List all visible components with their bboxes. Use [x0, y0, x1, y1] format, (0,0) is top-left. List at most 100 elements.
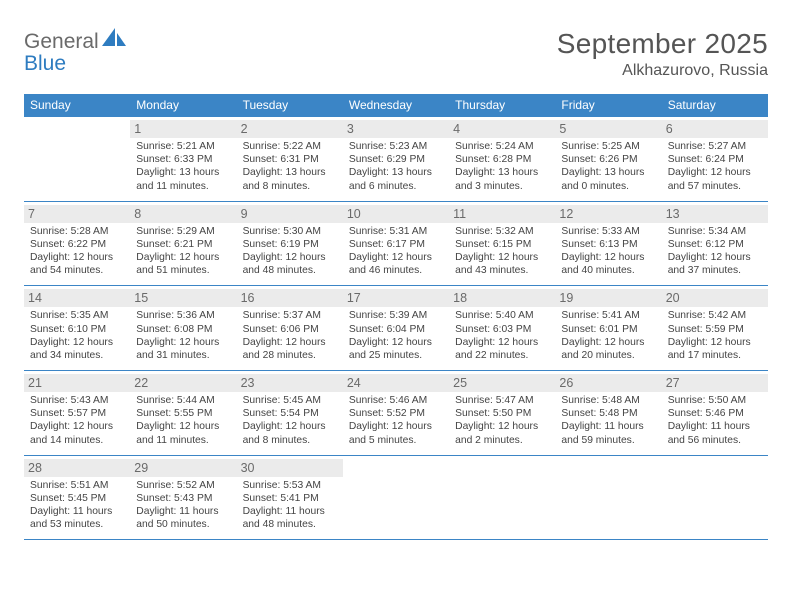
day-details: Sunrise: 5:25 AMSunset: 6:26 PMDaylight:… — [561, 140, 657, 193]
day-details: Sunrise: 5:47 AMSunset: 5:50 PMDaylight:… — [455, 394, 551, 447]
day-line: and 8 minutes. — [243, 434, 339, 447]
day-number: 30 — [237, 459, 343, 477]
day-line: and 14 minutes. — [30, 434, 126, 447]
day-line: Sunrise: 5:52 AM — [136, 479, 232, 492]
day-cell: 29Sunrise: 5:52 AMSunset: 5:43 PMDayligh… — [130, 456, 236, 540]
day-line: Sunset: 6:24 PM — [668, 153, 764, 166]
day-number: 17 — [343, 289, 449, 307]
day-line: Sunset: 6:01 PM — [561, 323, 657, 336]
day-line: and 43 minutes. — [455, 264, 551, 277]
day-line: Daylight: 12 hours — [243, 336, 339, 349]
day-line: Sunrise: 5:37 AM — [243, 309, 339, 322]
day-line: Sunrise: 5:41 AM — [561, 309, 657, 322]
day-details: Sunrise: 5:52 AMSunset: 5:43 PMDaylight:… — [136, 479, 232, 532]
day-cell: 30 Sunrise: 5:53 AMSunset: 5:41 PMDayligh… — [237, 456, 343, 540]
day-line: and 50 minutes. — [136, 518, 232, 531]
day-number: 21 — [24, 374, 130, 392]
day-line: Daylight: 12 hours — [349, 420, 445, 433]
day-line: Sunset: 6:21 PM — [136, 238, 232, 251]
day-number: 16 — [237, 289, 343, 307]
day-number: 9 — [237, 205, 343, 223]
day-line: Sunset: 5:48 PM — [561, 407, 657, 420]
day-details: Sunrise: 5:45 AMSunset: 5:54 PMDaylight:… — [243, 394, 339, 447]
day-cell: 25 Sunrise: 5:47 AMSunset: 5:50 PMDayligh… — [449, 371, 555, 455]
day-details: Sunrise: 5:53 AMSunset: 5:41 PMDaylight:… — [243, 479, 339, 532]
day-cell: 26Sunrise: 5:48 AMSunset: 5:48 PMDayligh… — [555, 371, 661, 455]
day-cell: 10Sunrise: 5:31 AMSunset: 6:17 PMDayligh… — [343, 202, 449, 286]
day-number: 27 — [662, 374, 768, 392]
day-line: Sunrise: 5:31 AM — [349, 225, 445, 238]
day-details: Sunrise: 5:28 AMSunset: 6:22 PMDaylight:… — [30, 225, 126, 278]
day-number: 2 — [237, 120, 343, 138]
day-cell: 3Sunrise: 5:23 AMSunset: 6:29 PMDaylight… — [343, 117, 449, 201]
day-line: Daylight: 12 hours — [561, 251, 657, 264]
day-line: Sunset: 6:10 PM — [30, 323, 126, 336]
empty-cell — [555, 456, 661, 540]
day-line: and 31 minutes. — [136, 349, 232, 362]
day-line: and 59 minutes. — [561, 434, 657, 447]
day-header: Monday — [130, 94, 236, 117]
day-line: Sunrise: 5:25 AM — [561, 140, 657, 153]
day-details: Sunrise: 5:22 AMSunset: 6:31 PMDaylight:… — [243, 140, 339, 193]
day-line: Daylight: 12 hours — [243, 251, 339, 264]
day-details: Sunrise: 5:34 AMSunset: 6:12 PMDaylight:… — [668, 225, 764, 278]
day-details: Sunrise: 5:33 AMSunset: 6:13 PMDaylight:… — [561, 225, 657, 278]
day-line: Sunrise: 5:46 AM — [349, 394, 445, 407]
day-line: Sunrise: 5:47 AM — [455, 394, 551, 407]
day-cell: 20Sunrise: 5:42 AMSunset: 5:59 PMDayligh… — [662, 286, 768, 370]
day-line: Sunset: 5:43 PM — [136, 492, 232, 505]
day-cell: 9Sunrise: 5:30 AMSunset: 6:19 PMDaylight… — [237, 202, 343, 286]
day-number: 1 — [130, 120, 236, 138]
day-number: 10 — [343, 205, 449, 223]
day-cell: 14Sunrise: 5:35 AMSunset: 6:10 PMDayligh… — [24, 286, 130, 370]
day-line: and 11 minutes. — [136, 434, 232, 447]
day-line: Sunrise: 5:45 AM — [243, 394, 339, 407]
day-line: Daylight: 11 hours — [668, 420, 764, 433]
day-line: Sunset: 6:17 PM — [349, 238, 445, 251]
day-line: Sunset: 6:06 PM — [243, 323, 339, 336]
day-line: Daylight: 12 hours — [136, 336, 232, 349]
logo-word1: General — [24, 30, 99, 53]
day-line: and 57 minutes. — [668, 180, 764, 193]
day-details: Sunrise: 5:42 AMSunset: 5:59 PMDaylight:… — [668, 309, 764, 362]
day-line: Sunrise: 5:53 AM — [243, 479, 339, 492]
day-line: Sunset: 5:57 PM — [30, 407, 126, 420]
day-number: 19 — [555, 289, 661, 307]
day-line: Sunrise: 5:30 AM — [243, 225, 339, 238]
day-details: Sunrise: 5:46 AMSunset: 5:52 PMDaylight:… — [349, 394, 445, 447]
day-line: Sunrise: 5:33 AM — [561, 225, 657, 238]
day-number: 18 — [449, 289, 555, 307]
day-line: Sunset: 6:26 PM — [561, 153, 657, 166]
day-line: and 5 minutes. — [349, 434, 445, 447]
day-line: Daylight: 12 hours — [349, 336, 445, 349]
day-cell: 13Sunrise: 5:34 AMSunset: 6:12 PMDayligh… — [662, 202, 768, 286]
day-cell: 1Sunrise: 5:21 AMSunset: 6:33 PMDaylight… — [130, 117, 236, 201]
day-line: Sunset: 5:59 PM — [668, 323, 764, 336]
empty-cell — [24, 117, 130, 201]
day-line: Daylight: 12 hours — [455, 336, 551, 349]
day-line: and 48 minutes. — [243, 264, 339, 277]
day-number: 3 — [343, 120, 449, 138]
day-line: Daylight: 13 hours — [561, 166, 657, 179]
day-cell: 4Sunrise: 5:24 AMSunset: 6:28 PMDaylight… — [449, 117, 555, 201]
day-line: Daylight: 11 hours — [561, 420, 657, 433]
day-number: 25 — [449, 374, 555, 392]
day-line: Daylight: 12 hours — [668, 336, 764, 349]
day-number: 22 — [130, 374, 236, 392]
week-row: 7Sunrise: 5:28 AMSunset: 6:22 PMDaylight… — [24, 202, 768, 287]
day-line: Daylight: 12 hours — [243, 420, 339, 433]
day-line: Sunrise: 5:23 AM — [349, 140, 445, 153]
page-title: September 2025 — [557, 28, 768, 60]
day-header: Tuesday — [237, 94, 343, 117]
day-line: Sunrise: 5:28 AM — [30, 225, 126, 238]
day-line: Sunset: 6:22 PM — [30, 238, 126, 251]
day-line: Sunset: 5:45 PM — [30, 492, 126, 505]
location-label: Alkhazurovo, Russia — [557, 62, 768, 80]
empty-cell — [343, 456, 449, 540]
day-line: Sunset: 6:03 PM — [455, 323, 551, 336]
day-line: and 28 minutes. — [243, 349, 339, 362]
day-line: Sunrise: 5:39 AM — [349, 309, 445, 322]
day-line: Sunrise: 5:22 AM — [243, 140, 339, 153]
header: GeneralBlue September 2025 Alkhazurovo, … — [24, 28, 768, 80]
day-details: Sunrise: 5:50 AMSunset: 5:46 PMDaylight:… — [668, 394, 764, 447]
